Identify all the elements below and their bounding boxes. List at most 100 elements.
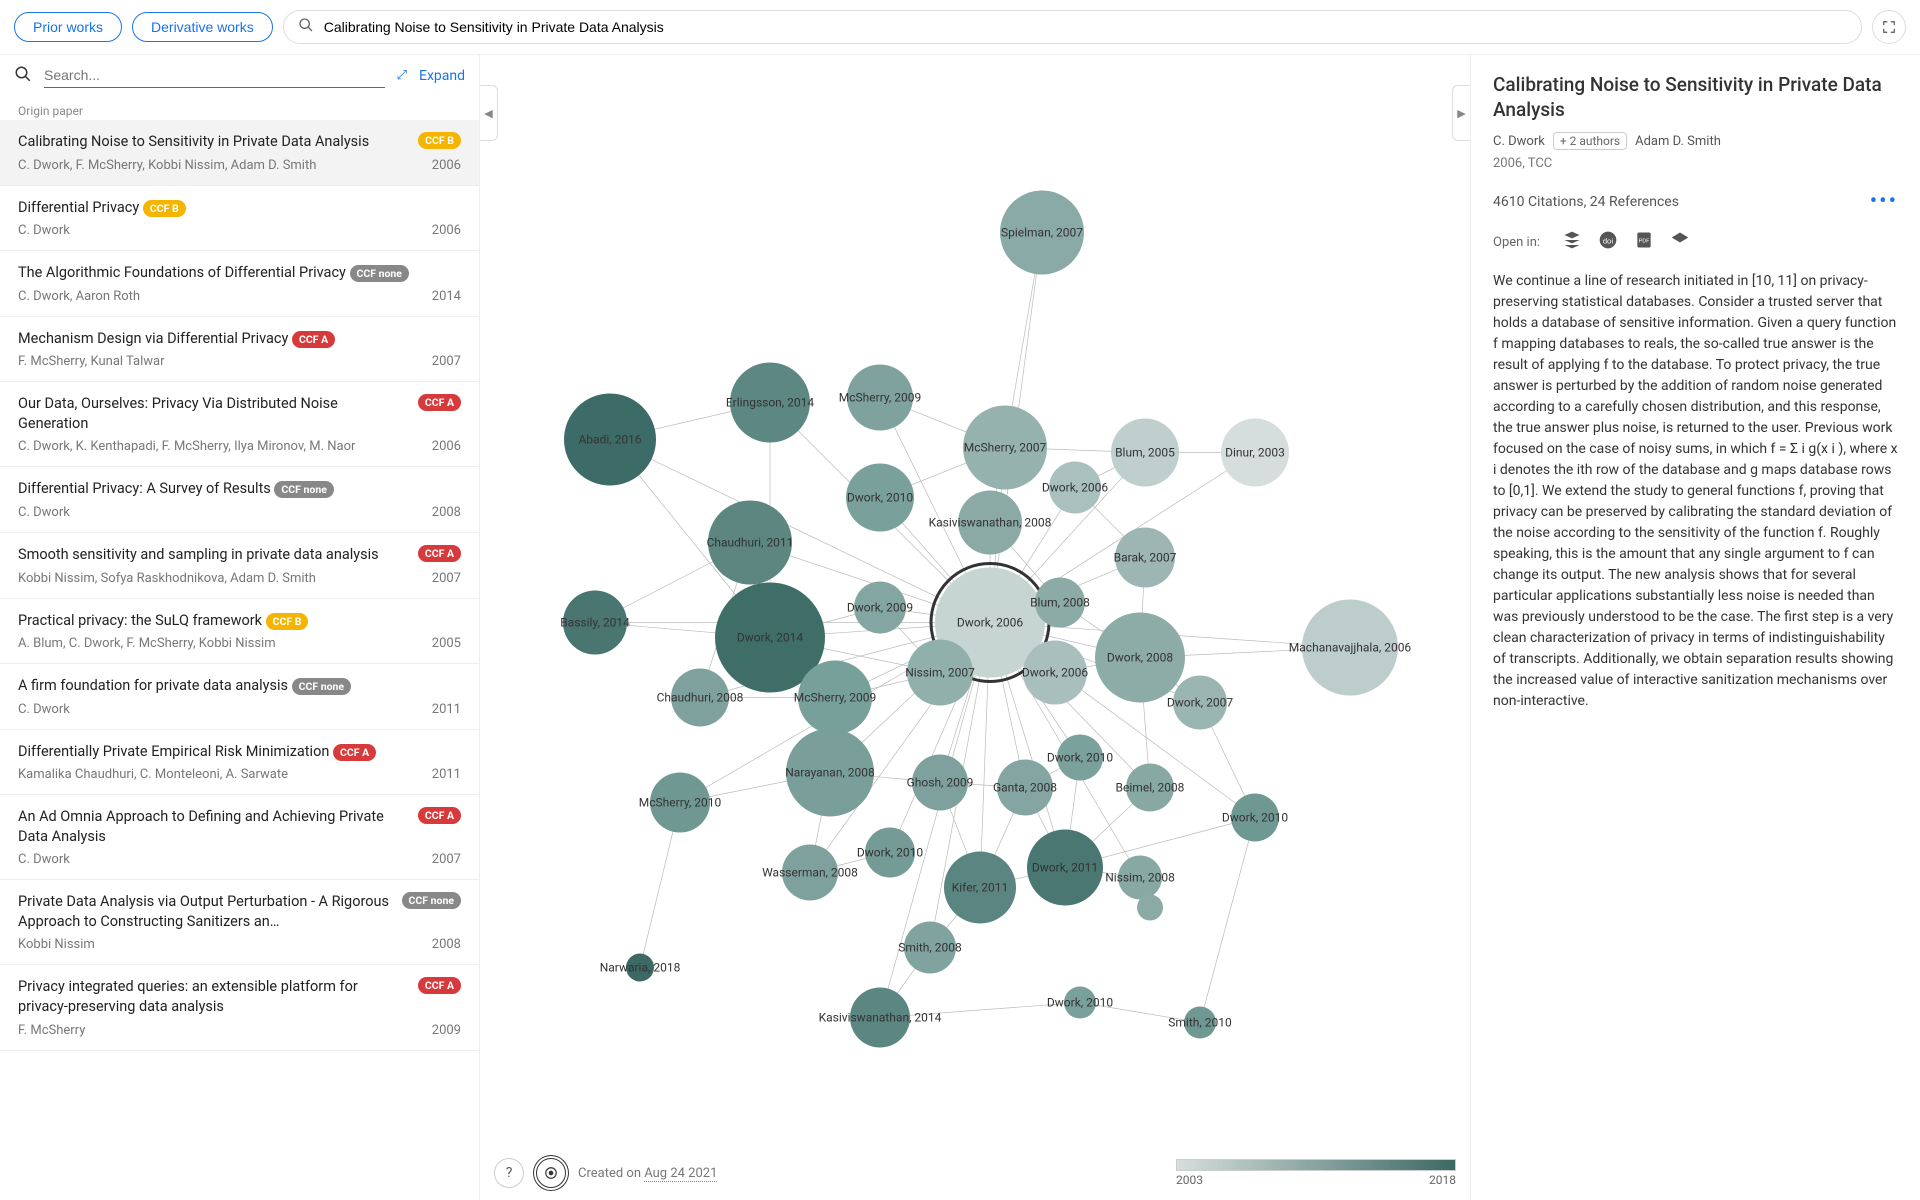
paper-item-title: Differential Privacy CCF B bbox=[18, 198, 186, 218]
openin-label: Open in: bbox=[1493, 235, 1540, 250]
citation-graph[interactable]: Dwork, 2006Spielman, 2007Abadi, 2016Erli… bbox=[480, 55, 1470, 1200]
graph-node[interactable] bbox=[958, 491, 1022, 555]
expand-button[interactable]: Expand bbox=[419, 68, 465, 84]
graph-node[interactable] bbox=[907, 640, 973, 706]
graph-node[interactable] bbox=[1221, 419, 1289, 487]
graph-node[interactable] bbox=[1111, 419, 1179, 487]
paper-item-authors: C. Dwork bbox=[18, 223, 70, 238]
ccf-badge: CCF B bbox=[266, 613, 309, 630]
graph-node[interactable] bbox=[854, 582, 906, 634]
graph-node[interactable] bbox=[563, 591, 627, 655]
graph-node[interactable] bbox=[650, 773, 710, 833]
recenter-button[interactable] bbox=[536, 1158, 566, 1188]
graph-node[interactable] bbox=[944, 852, 1016, 924]
graph-node[interactable] bbox=[1231, 794, 1279, 842]
graph-node[interactable] bbox=[1118, 856, 1162, 900]
paper-item[interactable]: A firm foundation for private data analy… bbox=[0, 664, 479, 730]
sidebar: ⤢ Expand Origin paperCalibrating Noise t… bbox=[0, 55, 480, 1200]
graph-node[interactable] bbox=[782, 845, 838, 901]
ccf-badge: CCF A bbox=[418, 394, 461, 411]
graph-node[interactable] bbox=[912, 755, 968, 811]
paper-abstract: We continue a line of research initiated… bbox=[1493, 271, 1898, 712]
graph-node[interactable] bbox=[904, 922, 956, 974]
main-search-input[interactable] bbox=[324, 19, 1847, 35]
graph-node[interactable] bbox=[626, 954, 654, 982]
ccf-badge: CCF A bbox=[418, 545, 461, 562]
graph-node[interactable] bbox=[850, 988, 910, 1048]
graph-node[interactable] bbox=[1126, 764, 1174, 812]
help-button[interactable]: ? bbox=[494, 1158, 524, 1188]
paper-item[interactable]: An Ad Omnia Approach to Defining and Ach… bbox=[0, 795, 479, 880]
search-bar[interactable] bbox=[283, 10, 1862, 44]
google-scholar-icon[interactable] bbox=[1670, 230, 1690, 255]
paper-item-year: 2009 bbox=[432, 1023, 461, 1038]
paper-item-title: Calibrating Noise to Sensitivity in Priv… bbox=[18, 132, 369, 152]
graph-node[interactable] bbox=[846, 464, 914, 532]
paper-item-authors: Kobbi Nissim, Sofya Raskhodnikova, Adam … bbox=[18, 571, 316, 586]
graph-node[interactable] bbox=[1064, 987, 1096, 1019]
paper-item-year: 2008 bbox=[432, 505, 461, 520]
paper-item[interactable]: Our Data, Ourselves: Privacy Via Distrib… bbox=[0, 382, 479, 467]
graph-area[interactable]: ◀ ▶ Dwork, 2006Spielman, 2007Abadi, 2016… bbox=[480, 55, 1470, 1200]
paper-item[interactable]: Differentially Private Empirical Risk Mi… bbox=[0, 730, 479, 796]
paper-item[interactable]: Differential Privacy: A Survey of Result… bbox=[0, 467, 479, 533]
more-menu-button[interactable]: ••• bbox=[1870, 189, 1898, 214]
expand-icon[interactable]: ⤢ bbox=[397, 68, 407, 83]
ccf-badge: CCF none bbox=[292, 678, 351, 695]
collapse-left-button[interactable]: ◀ bbox=[480, 85, 498, 141]
more-authors-badge[interactable]: + 2 authors bbox=[1553, 132, 1627, 150]
collapse-right-button[interactable]: ▶ bbox=[1452, 85, 1470, 141]
graph-node[interactable] bbox=[730, 363, 810, 443]
graph-node[interactable] bbox=[708, 501, 792, 585]
graph-node[interactable] bbox=[997, 760, 1053, 816]
paper-item[interactable]: Calibrating Noise to Sensitivity in Priv… bbox=[0, 120, 479, 186]
paper-item-title: Smooth sensitivity and sampling in priva… bbox=[18, 545, 379, 565]
paper-item[interactable]: Mechanism Design via Differential Privac… bbox=[0, 317, 479, 383]
derivative-works-button[interactable]: Derivative works bbox=[132, 12, 273, 42]
graph-node[interactable] bbox=[798, 661, 872, 735]
graph-node[interactable] bbox=[1115, 528, 1175, 588]
topbar: Prior works Derivative works bbox=[0, 0, 1920, 55]
prior-works-button[interactable]: Prior works bbox=[14, 12, 122, 42]
paper-item[interactable]: Private Data Analysis via Output Perturb… bbox=[0, 880, 479, 965]
paper-item-year: 2008 bbox=[432, 937, 461, 952]
paper-item-year: 2006 bbox=[432, 158, 461, 173]
graph-node[interactable] bbox=[847, 365, 913, 431]
graph-node[interactable] bbox=[1035, 578, 1085, 628]
doi-icon[interactable]: doi bbox=[1598, 230, 1618, 255]
paper-item[interactable]: Privacy integrated queries: an extensibl… bbox=[0, 965, 479, 1050]
graph-node[interactable] bbox=[671, 669, 729, 727]
graph-node[interactable] bbox=[1302, 600, 1398, 696]
paper-authors: C. Dwork + 2 authors Adam D. Smith bbox=[1493, 132, 1898, 150]
semantic-scholar-icon[interactable] bbox=[1562, 230, 1582, 255]
graph-node[interactable] bbox=[1184, 1007, 1216, 1039]
graph-node[interactable] bbox=[564, 394, 656, 486]
paper-item-year: 2007 bbox=[432, 852, 461, 867]
ccf-badge: CCF A bbox=[333, 744, 376, 761]
sidebar-search-input[interactable] bbox=[44, 63, 385, 88]
graph-node[interactable] bbox=[1095, 613, 1185, 703]
paper-item-year: 2011 bbox=[432, 702, 461, 717]
graph-node[interactable] bbox=[1000, 191, 1084, 275]
paper-item[interactable]: The Algorithmic Foundations of Different… bbox=[0, 251, 479, 317]
paper-item-title: Differential Privacy: A Survey of Result… bbox=[18, 479, 334, 499]
graph-node[interactable] bbox=[1023, 641, 1087, 705]
svg-text:PDF: PDF bbox=[1639, 239, 1651, 245]
paper-item-title: Privacy integrated queries: an extensibl… bbox=[18, 977, 410, 1016]
graph-node[interactable] bbox=[1137, 895, 1163, 921]
graph-node[interactable] bbox=[1049, 462, 1101, 514]
paper-item[interactable]: Smooth sensitivity and sampling in priva… bbox=[0, 533, 479, 599]
graph-node[interactable] bbox=[1057, 735, 1103, 781]
graph-node[interactable] bbox=[963, 406, 1047, 490]
paper-item-authors: F. McSherry, Kunal Talwar bbox=[18, 354, 165, 369]
svg-text:doi: doi bbox=[1603, 237, 1614, 246]
paper-item-authors: Kamalika Chaudhuri, C. Monteleoni, A. Sa… bbox=[18, 767, 288, 782]
pdf-icon[interactable]: PDF bbox=[1634, 230, 1654, 255]
paper-item[interactable]: Differential Privacy CCF BC. Dwork2006 bbox=[0, 186, 479, 252]
graph-node[interactable] bbox=[1173, 676, 1227, 730]
graph-node[interactable] bbox=[865, 828, 915, 878]
graph-node[interactable] bbox=[1027, 830, 1103, 906]
fullscreen-button[interactable] bbox=[1872, 10, 1906, 44]
graph-node[interactable] bbox=[786, 729, 874, 817]
paper-item[interactable]: Practical privacy: the SuLQ framework CC… bbox=[0, 599, 479, 665]
